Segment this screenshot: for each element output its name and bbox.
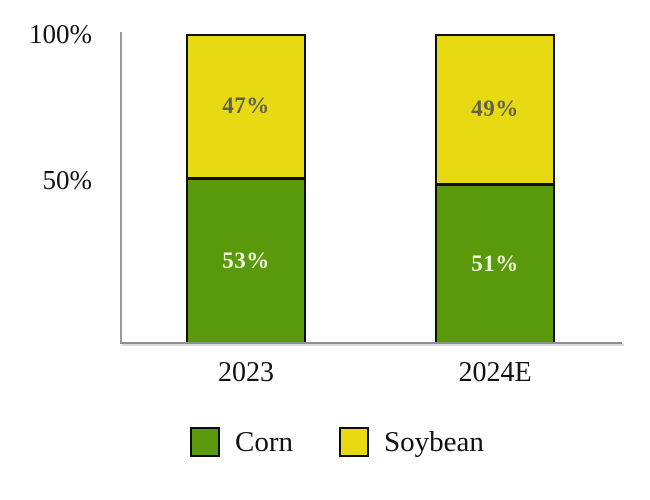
y-axis-line	[120, 32, 122, 343]
x-axis-line	[120, 342, 622, 344]
segment-value-label: 47%	[222, 93, 270, 119]
soybean-swatch	[339, 427, 369, 457]
legend-label-corn: Corn	[235, 425, 293, 458]
corn-segment-2024e: 51%	[437, 185, 553, 342]
bar-2023: 47% 53%	[186, 34, 306, 342]
x-category-label-2023: 2023	[218, 357, 274, 388]
soybean-segment-2024e: 49%	[437, 36, 553, 186]
x-category-label-2024e: 2024E	[458, 357, 532, 388]
corn-swatch	[190, 427, 220, 457]
bar-2024e: 49% 51%	[435, 34, 555, 342]
y-tick-label-100: 100%	[29, 19, 92, 49]
legend-item-corn: Corn	[190, 427, 293, 457]
legend: Corn Soybean	[190, 427, 484, 457]
soybean-segment-2023: 47%	[188, 36, 304, 180]
segment-value-label: 49%	[471, 96, 519, 122]
legend-item-soybean: Soybean	[339, 427, 484, 457]
corn-segment-2023: 53%	[188, 179, 304, 342]
legend-label-soybean: Soybean	[384, 425, 484, 458]
segment-value-label: 53%	[222, 247, 270, 273]
segment-value-label: 51%	[471, 250, 519, 276]
y-tick-label-50: 50%	[42, 165, 93, 195]
